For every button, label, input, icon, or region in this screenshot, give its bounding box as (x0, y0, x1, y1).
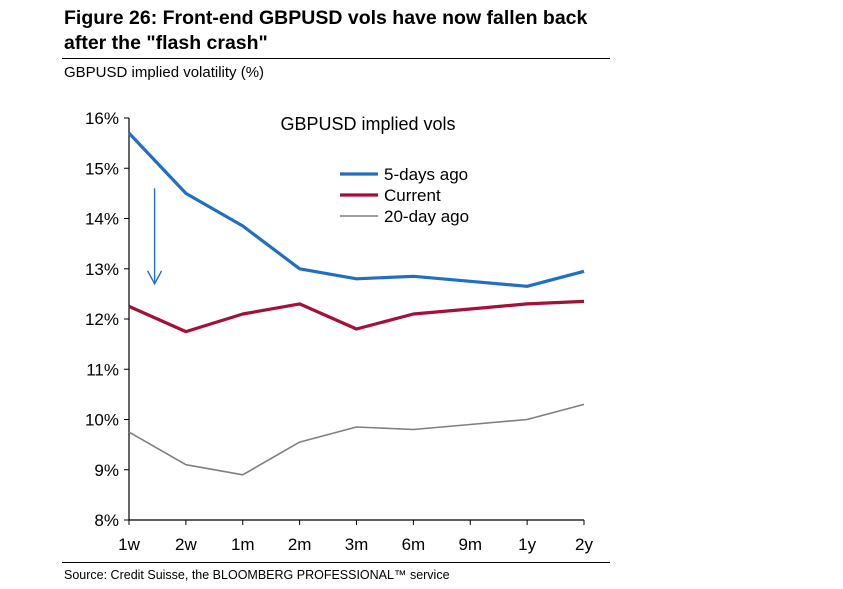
y-tick-label: 9% (94, 461, 119, 480)
x-tick-label: 3m (345, 535, 369, 554)
chart-axes (128, 118, 584, 521)
legend-label: 20-day ago (384, 207, 469, 226)
x-tick-label: 2m (288, 535, 312, 554)
y-tick-label: 10% (85, 411, 119, 430)
annotation-arrow-head (146, 270, 163, 286)
y-tick-label: 8% (94, 511, 119, 530)
y-tick-label: 14% (85, 210, 119, 229)
x-tick-label: 9m (458, 535, 482, 554)
x-tick-label: 1y (518, 535, 536, 554)
series-line-current (128, 299, 585, 334)
x-tick-label: 2w (175, 535, 197, 554)
y-tick-label: 16% (85, 109, 119, 128)
x-tick-label: 1w (118, 535, 140, 554)
legend-label: 5-days ago (384, 165, 468, 184)
legend: 5-days ago Current 20-day ago (340, 165, 469, 226)
y-tick-label: 12% (85, 310, 119, 329)
chart-title: GBPUSD implied vols (280, 114, 455, 134)
x-tick-label: 6m (402, 535, 426, 554)
figure-title: Figure 26: Front-end GBPUSD vols have no… (64, 7, 588, 54)
y-tick-label: 11% (86, 360, 119, 379)
y-tick-label: 13% (85, 260, 119, 279)
series-line-5-days-ago (127, 132, 585, 288)
series-line-20-day-ago (128, 403, 585, 476)
footer-rule (62, 562, 610, 563)
x-axis-ticks: 1w 2w 1m 2m 3m 6m 9m 1y 2y (118, 520, 593, 554)
legend-label: Current (384, 186, 441, 205)
chart-subtitle: GBPUSD implied volatility (%) (64, 64, 265, 81)
x-tick-label: 2y (575, 535, 593, 554)
series-lines (127, 132, 585, 476)
y-tick-label: 15% (85, 159, 119, 178)
source-note: Source: Credit Suisse, the BLOOMBERG PRO… (64, 568, 450, 582)
x-tick-label: 1m (231, 535, 255, 554)
title-rule (62, 58, 610, 59)
annotations (146, 188, 163, 286)
y-axis-ticks: 8% 9% 10% 11% 12% 13% 14% 15% 16% (85, 109, 129, 530)
